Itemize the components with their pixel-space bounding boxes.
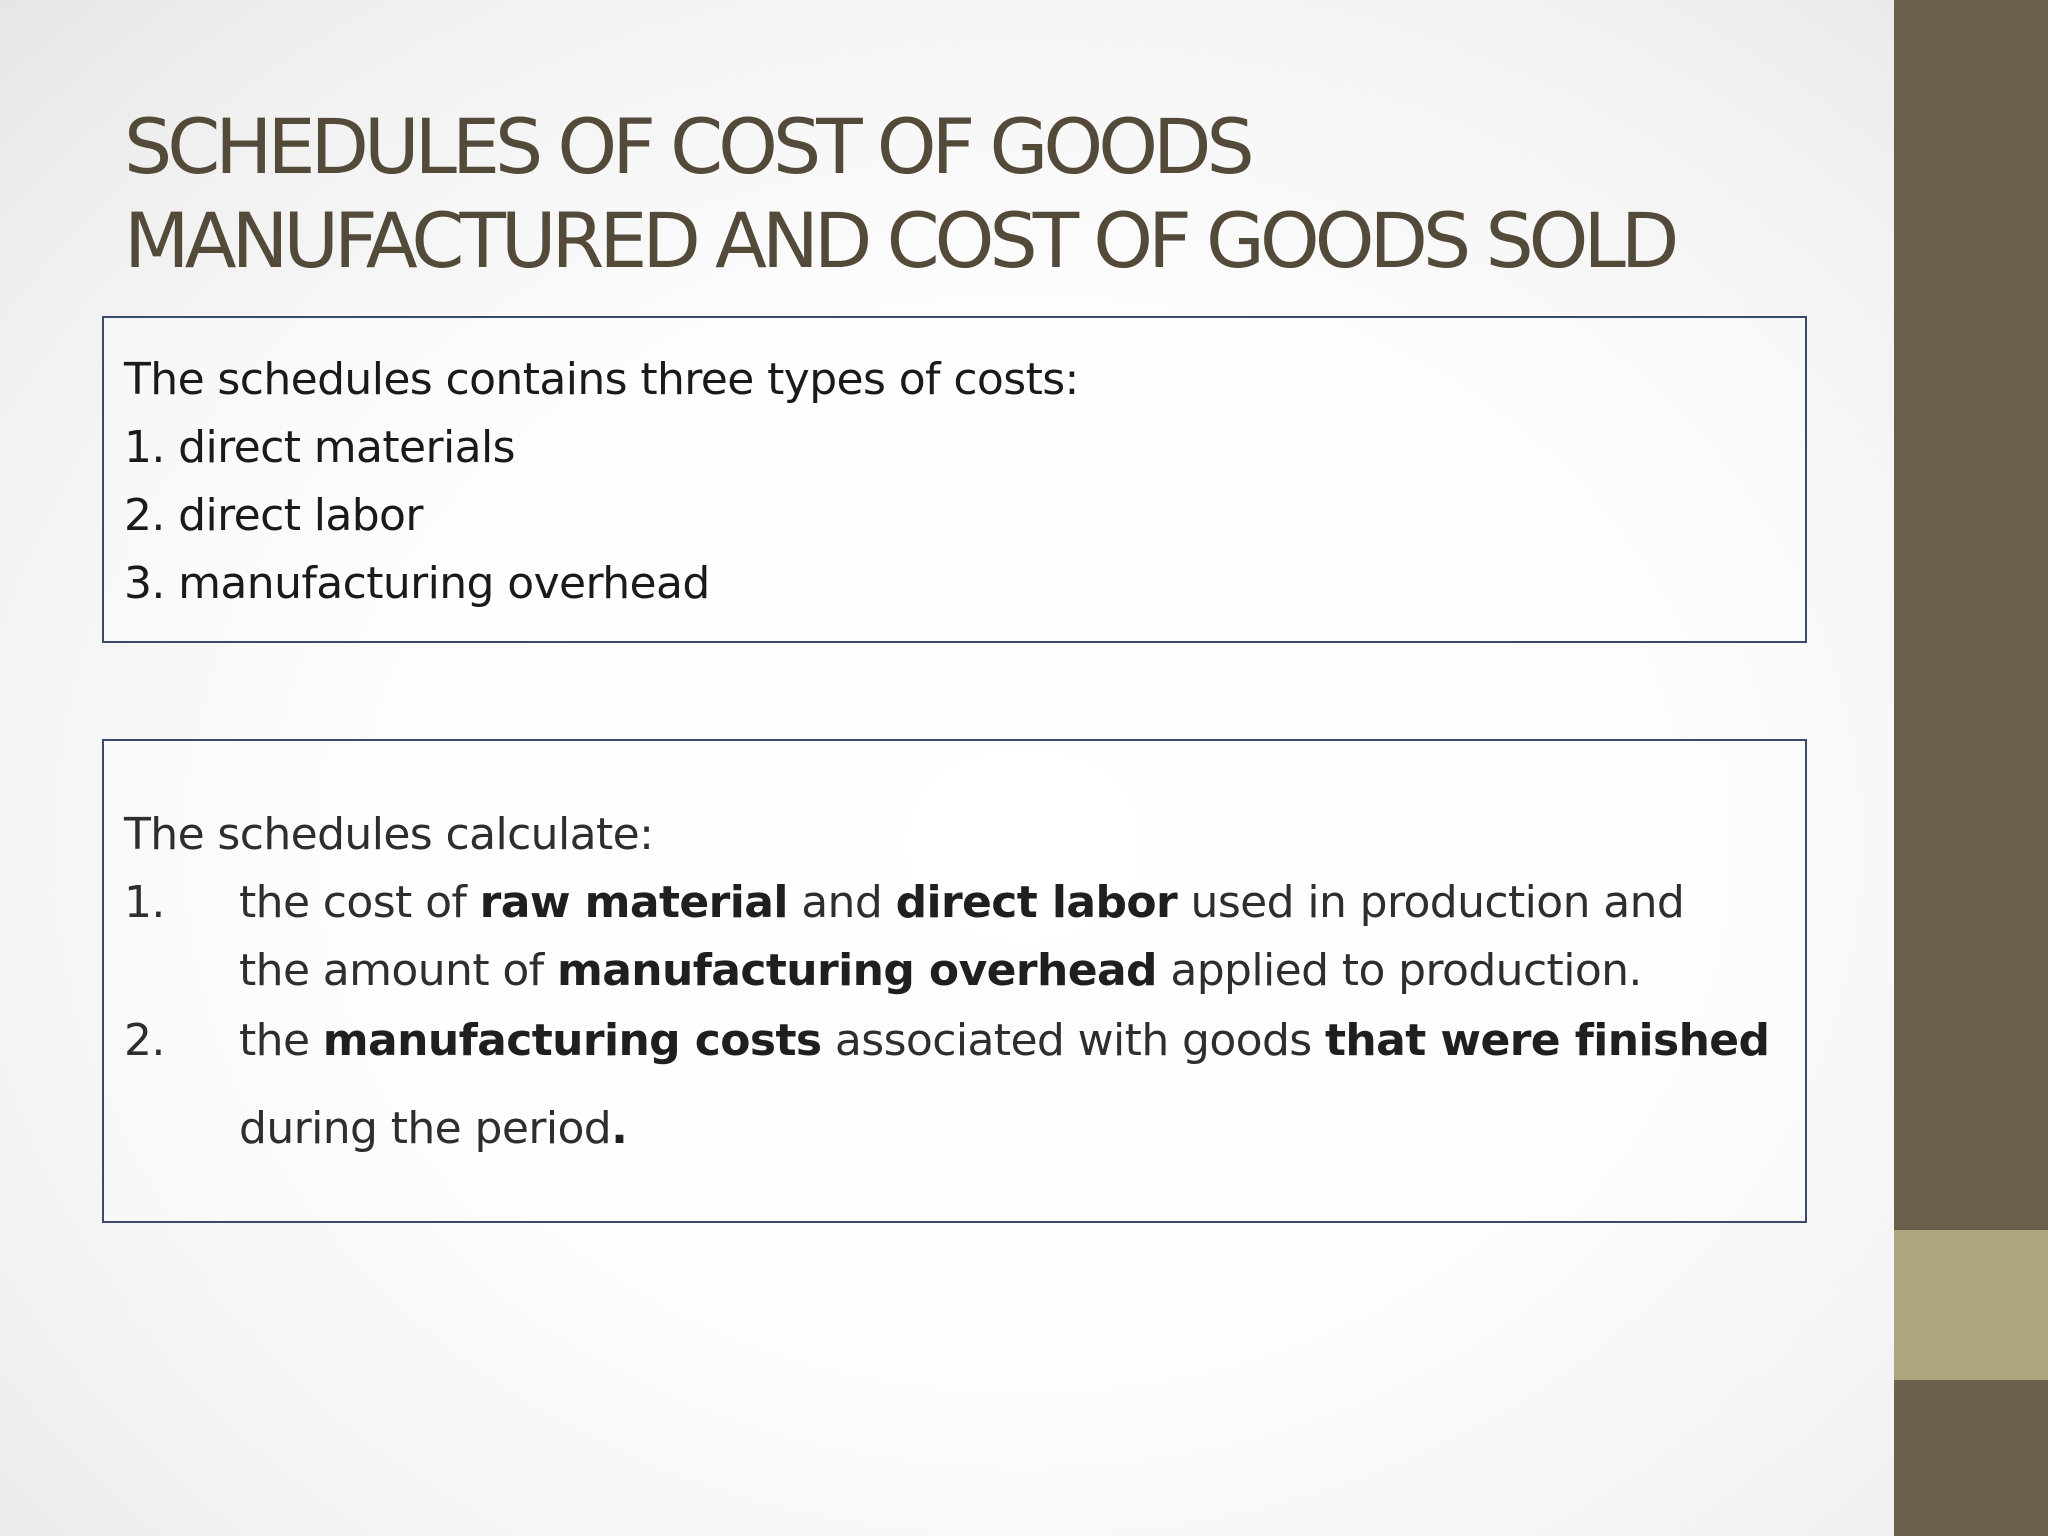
cost-types-box: The schedules contains three types of co… [102,316,1807,643]
list-item-2-line-2: during the period. [239,1095,1799,1163]
bold-period: . [611,1103,628,1154]
text-run: associated with goods [821,1015,1325,1066]
calculations-intro: The schedules calculate: [124,809,654,860]
side-decoration-bar [1894,0,2048,1536]
text-run: the [239,1015,323,1066]
title-line-2: MANUFACTURED AND COST OF GOODS SOLD [124,196,1679,285]
text-run: the cost of [239,877,480,928]
bold-term: manufacturing overhead [556,945,1158,996]
text-run: during the period [239,1103,612,1154]
title-line-1: SCHEDULES OF COST OF GOODS [124,102,1255,191]
list-item-1-line-2: the amount of manufacturing overhead app… [239,937,1799,1005]
cost-type-item: 2. direct labor [124,490,423,541]
list-item-1-line-1: the cost of raw material and direct labo… [239,869,1799,937]
cost-type-item: 1. direct materials [124,422,516,473]
text-run: and [787,877,896,928]
text-run: the amount of [239,945,557,996]
side-accent-block [1894,1230,2048,1380]
list-number: 1. [124,877,165,928]
bold-term: manufacturing costs [322,1015,822,1066]
bold-term: raw material [479,877,789,928]
schedule-calculations-box: The schedules calculate: 1. the cost of … [102,739,1807,1223]
cost-type-item: 3. manufacturing overhead [124,558,710,609]
slide-title: SCHEDULES OF COST OF GOODS MANUFACTURED … [124,100,1824,288]
bold-term: that were finished [1325,1015,1770,1066]
list-item-2-line-1: the manufacturing costs associated with … [239,1007,1799,1075]
list-number: 2. [124,1015,165,1066]
text-run: applied to production. [1156,945,1642,996]
text-run: used in production and [1177,877,1685,928]
cost-types-intro: The schedules contains three types of co… [124,354,1079,405]
bold-term: direct labor [895,877,1178,928]
